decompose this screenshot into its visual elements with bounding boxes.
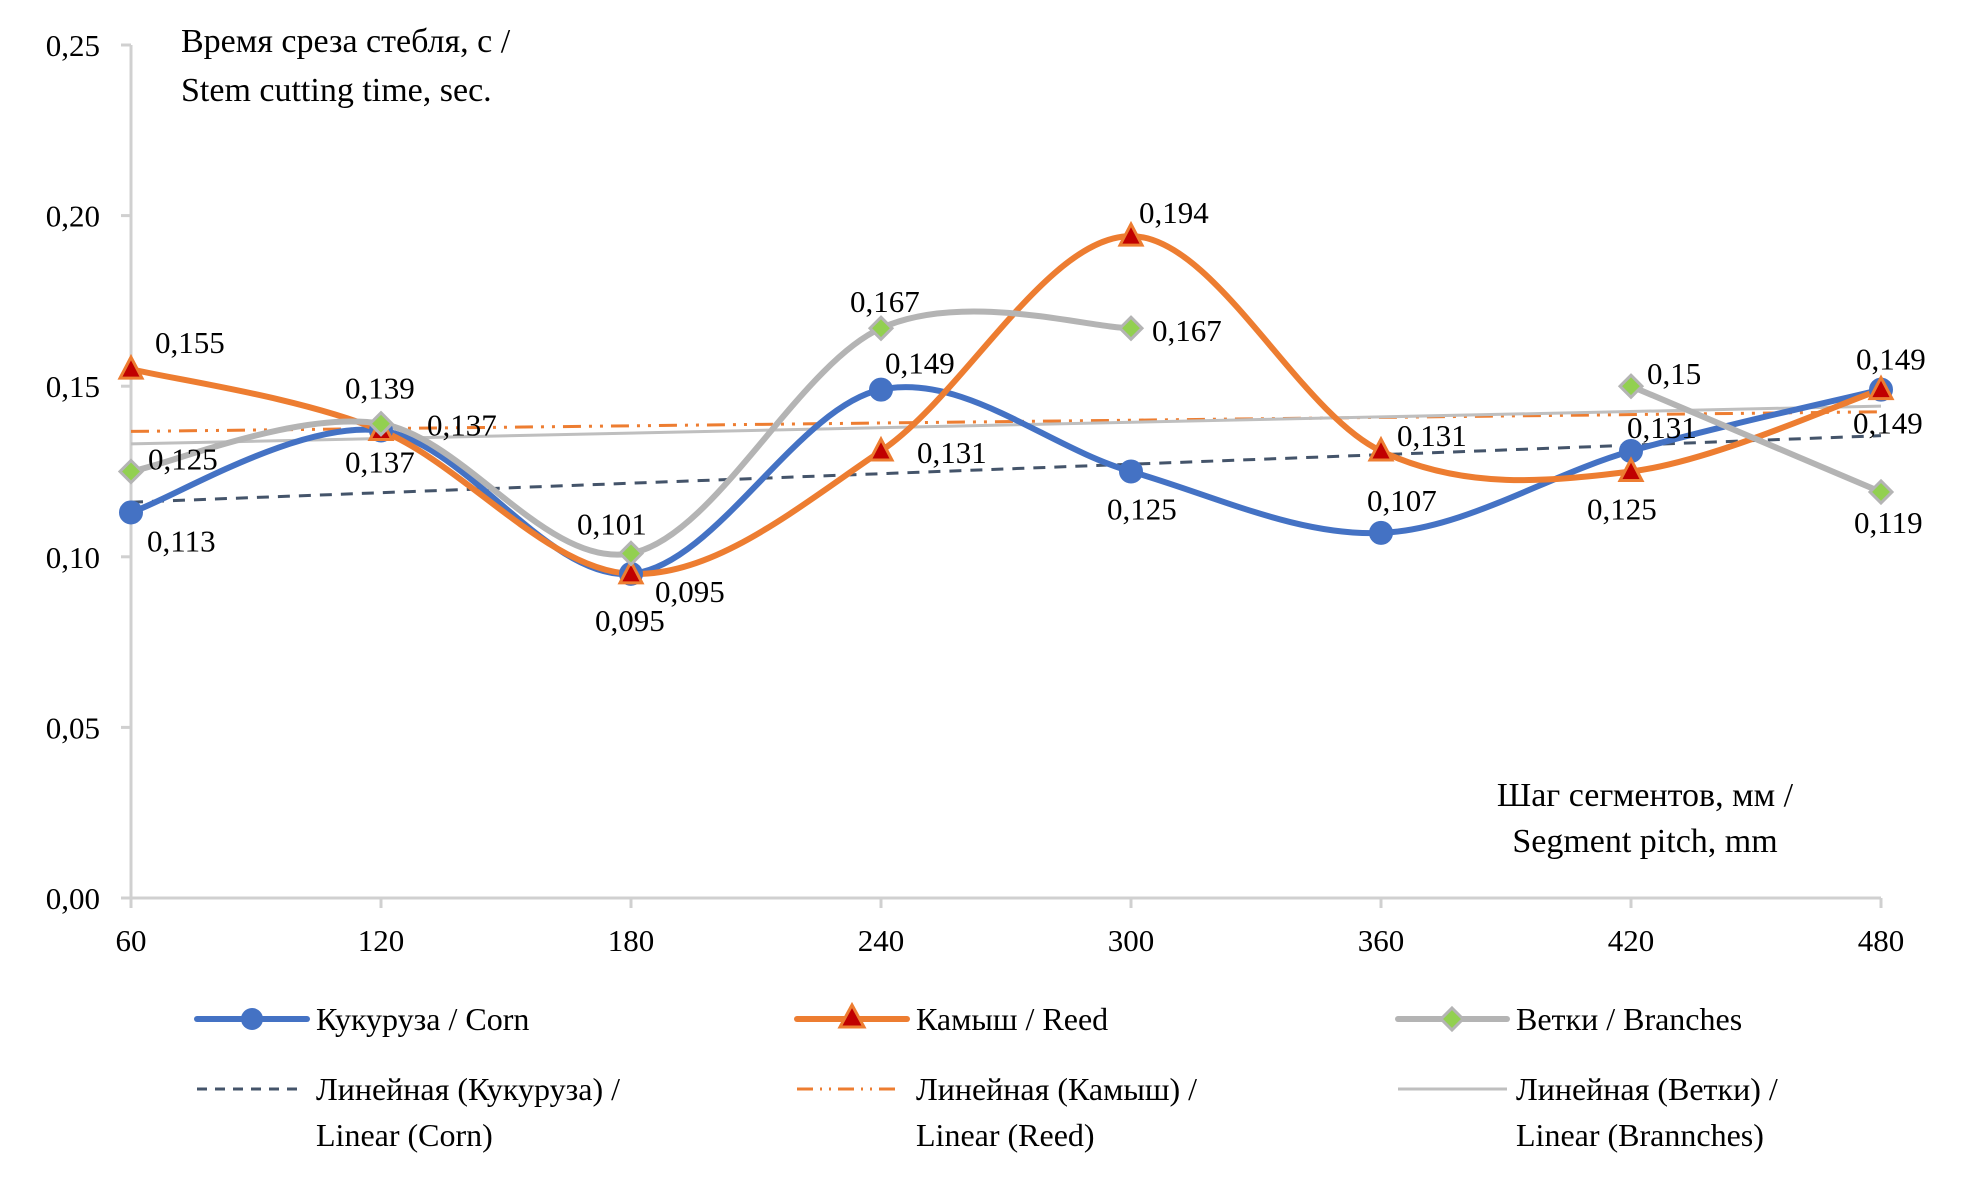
y-axis-title-line1: Время среза стебля, с /: [181, 23, 511, 60]
data-label-branches: 0,167: [1152, 313, 1222, 348]
legend-corn-label: Кукуруза / Corn: [316, 1001, 529, 1037]
legend-linear-reed-label-line1: Линейная (Камыш) /: [916, 1071, 1197, 1107]
data-label-reed: 0,155: [155, 325, 225, 360]
legend-branches-label: Ветки / Branches: [1516, 1001, 1742, 1037]
marker-corn[interactable]: [119, 500, 143, 525]
marker-branches[interactable]: [1117, 315, 1145, 342]
data-label-branches: 0,125: [148, 442, 218, 477]
y-tick-label: 0,10: [46, 540, 100, 575]
y-tick-label: 0,05: [46, 710, 100, 745]
y-tick-label: 0,00: [46, 881, 100, 916]
data-label-reed: 0,194: [1139, 195, 1209, 230]
marker-branches[interactable]: [1867, 478, 1895, 506]
data-label-reed: 0,137: [345, 445, 415, 480]
x-tick-label: 60: [116, 923, 147, 958]
marker-corn[interactable]: [869, 377, 893, 402]
data-label-corn: 0,137: [427, 408, 497, 443]
y-axis-title-line2: Stem cutting time, sec.: [181, 72, 492, 109]
series-line-corn: [128, 384, 1884, 577]
data-label-branches: 0,119: [1854, 505, 1923, 540]
data-label-reed: 0,131: [1397, 418, 1467, 453]
trendline-corn: [130, 434, 1882, 504]
x-tick-label: 240: [858, 923, 905, 958]
marker-reed[interactable]: [1367, 435, 1395, 462]
series-line-branches: [1628, 383, 1884, 495]
legend-item-linear-reed[interactable]: Линейная (Камыш) / Linear (Reed): [797, 1071, 1197, 1153]
data-label-corn: 0,149: [1856, 342, 1926, 377]
data-label-corn: 0,113: [147, 523, 216, 558]
marker-reed[interactable]: [1617, 456, 1645, 482]
data-label-branches: 0,167: [850, 284, 920, 319]
marker-branches[interactable]: [617, 540, 645, 567]
legend-item-linear-branches[interactable]: Линейная (Ветки) / Linear (Brannches): [1398, 1071, 1778, 1153]
data-label-corn: 0,107: [1367, 483, 1437, 518]
legend-branches-diamond-icon: [1438, 1005, 1466, 1033]
legend-linear-branches-label-line2: Linear (Brannches): [1516, 1117, 1764, 1153]
marker-branches[interactable]: [867, 315, 895, 342]
y-tick-label: 0,15: [46, 369, 100, 404]
axes: 0,00 0,05 0,10 0,15 0,20 0,25 60 120 180 240 300 36…: [46, 28, 1905, 958]
data-label-reed: 0,149: [1853, 406, 1923, 441]
x-axis-title-line1: Шаг сегментов, мм /: [1497, 777, 1794, 814]
data-label-corn: 0,095: [595, 603, 665, 638]
legend-linear-reed-label-line2: Linear (Reed): [916, 1117, 1095, 1153]
x-tick-label: 480: [1858, 923, 1905, 958]
x-tick-label: 300: [1108, 923, 1155, 958]
series-lines: [128, 233, 1884, 577]
marker-branches[interactable]: [117, 458, 145, 485]
x-axis-title-line2: Segment pitch, mm: [1512, 823, 1777, 860]
y-tick-label: 0,20: [46, 199, 100, 234]
y-tick-label: 0,25: [46, 28, 100, 63]
x-tick-label: 420: [1608, 923, 1655, 958]
marker-branches[interactable]: [1617, 373, 1645, 400]
legend-linear-corn-label-line2: Linear (Corn): [316, 1117, 493, 1153]
x-tick-label: 360: [1358, 923, 1405, 958]
legend-corn-circle-icon: [241, 1008, 263, 1030]
data-label-corn: 0,131: [1627, 410, 1697, 445]
marker-branches[interactable]: [367, 410, 395, 437]
trendline-reed: [130, 410, 1882, 433]
legend-reed-label: Камыш / Reed: [916, 1001, 1108, 1037]
data-label-reed: 0,131: [917, 435, 987, 470]
data-label-reed: 0,095: [655, 574, 725, 609]
markers: [117, 220, 1895, 586]
marker-corn[interactable]: [1369, 520, 1393, 545]
data-label-corn: 0,125: [1107, 492, 1177, 527]
marker-reed[interactable]: [867, 435, 895, 462]
marker-reed[interactable]: [1867, 374, 1895, 401]
data-label-corn: 0,149: [885, 346, 955, 381]
legend-item-corn[interactable]: Кукуруза / Corn: [194, 1001, 529, 1037]
legend-linear-branches-label-line1: Линейная (Ветки) /: [1516, 1071, 1778, 1107]
marker-reed[interactable]: [1117, 220, 1145, 247]
data-label-branches: 0,101: [577, 506, 647, 541]
data-label-branches: 0,15: [1647, 356, 1701, 391]
legend-reed-triangle-icon: [837, 1001, 867, 1029]
x-tick-label: 120: [358, 923, 405, 958]
legend-item-linear-corn[interactable]: Линейная (Кукуруза) / Linear (Corn): [197, 1071, 620, 1153]
legend: Кукуруза / Corn Камыш / Reed Ветки / Bra…: [194, 1001, 1778, 1153]
data-labels: 0,113 0,137 0,095 0,149 0,125 0,107 0,131 0,149…: [147, 195, 1926, 638]
marker-reed[interactable]: [617, 558, 645, 585]
x-tick-label: 180: [608, 923, 655, 958]
legend-item-branches[interactable]: Ветки / Branches: [1395, 1001, 1742, 1037]
marker-corn[interactable]: [1119, 459, 1143, 484]
data-label-branches: 0,139: [345, 371, 415, 406]
marker-reed[interactable]: [117, 353, 145, 380]
legend-item-reed[interactable]: Камыш / Reed: [794, 1001, 1108, 1037]
data-label-reed: 0,125: [1587, 492, 1657, 527]
legend-linear-corn-label-line1: Линейная (Кукуруза) /: [316, 1071, 620, 1107]
